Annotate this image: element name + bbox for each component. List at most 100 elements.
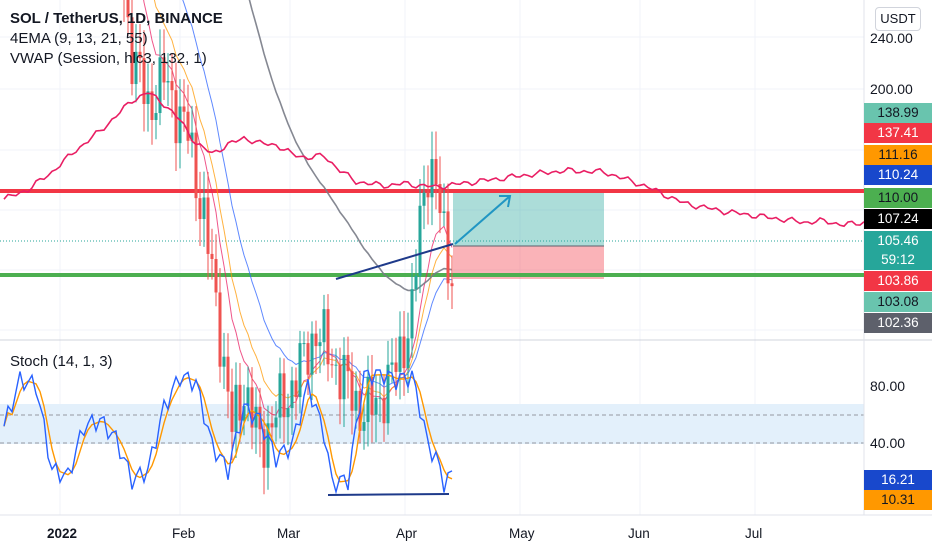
candle-body-107 <box>430 159 434 198</box>
ema-13-line <box>153 0 453 399</box>
stoch-tick-40: 40.00 <box>870 435 906 451</box>
candle-30 <box>123 0 125 23</box>
candle-body-84 <box>338 364 342 400</box>
candle-82 <box>330 348 334 378</box>
candle-109 <box>438 156 442 234</box>
candle-body-63 <box>254 406 258 428</box>
candle-body-96 <box>386 364 390 424</box>
candle-106 <box>426 165 430 225</box>
candle-body-91 <box>366 376 370 423</box>
candle-35 <box>142 30 146 132</box>
candle-body-70 <box>282 373 286 418</box>
candle-52 <box>210 228 214 280</box>
price-tick-200: 200.00 <box>870 81 913 97</box>
candle-92 <box>370 355 374 443</box>
price-tag-9: 103.08 <box>864 292 932 312</box>
candle-body-36 <box>146 91 150 104</box>
candle-77 <box>310 321 314 401</box>
candle-body-34 <box>138 51 142 59</box>
candle-body-78 <box>314 333 318 347</box>
candle-69 <box>278 357 282 439</box>
candle-37 <box>150 63 154 145</box>
candle-34 <box>138 24 142 83</box>
candle-body-103 <box>414 275 418 290</box>
candle-46 <box>186 84 190 154</box>
candle-body-38 <box>154 113 158 120</box>
candle-41 <box>166 53 170 107</box>
candle-105 <box>422 165 426 230</box>
price-tag-1: 137.41 <box>864 123 932 143</box>
target-arrow[interactable] <box>454 195 511 245</box>
candle-83 <box>334 348 338 385</box>
candle-44 <box>178 79 182 169</box>
candle-body-80 <box>322 309 326 343</box>
candle-body-95 <box>382 397 386 424</box>
candle-body-106 <box>426 192 430 198</box>
candle-57 <box>230 368 234 460</box>
candle-99 <box>398 311 402 400</box>
candle-79 <box>318 328 322 374</box>
candle-body-77 <box>310 333 314 375</box>
compare-series-line[interactable] <box>3 92 865 228</box>
candle-body-66 <box>266 423 270 468</box>
candle-33 <box>134 24 138 103</box>
stoch-tag-0: 16.21 <box>864 470 932 490</box>
candle-body-35 <box>142 58 146 104</box>
price-tag-0: 138.99 <box>864 103 932 123</box>
candle-body-54 <box>218 292 222 367</box>
candle-85 <box>342 337 346 428</box>
candle-66 <box>266 405 270 490</box>
candle-body-99 <box>398 336 402 372</box>
candle-110 <box>442 183 446 227</box>
stoch-band <box>0 404 864 444</box>
candle-body-57 <box>230 391 234 432</box>
currency-button[interactable]: USDT <box>875 7 921 31</box>
candle-body-67 <box>270 423 274 428</box>
candle-88 <box>354 371 358 429</box>
candle-body-100 <box>402 336 406 369</box>
chart-legend: SOL / TetherUS, 1D, BINANCE 4EMA (9, 13,… <box>10 9 223 69</box>
ema-legend[interactable]: 4EMA (9, 13, 21, 55) <box>10 30 148 47</box>
candle-body-39 <box>158 57 162 114</box>
candle-body-51 <box>206 197 210 254</box>
price-trend-line[interactable] <box>335 243 454 280</box>
time-label-mar: Mar <box>277 526 301 541</box>
price-tag-5: 107.24 <box>864 209 932 229</box>
candle-86 <box>346 336 350 399</box>
candle-body-73 <box>294 380 298 398</box>
candle-40 <box>162 29 166 100</box>
candle-body-69 <box>278 373 282 418</box>
candle-42 <box>170 53 174 118</box>
stoch-legend[interactable]: Stoch (14, 1, 3) <box>10 353 113 370</box>
candle-body-50 <box>202 197 206 220</box>
candle-84 <box>338 347 342 425</box>
stoch-trend-line[interactable] <box>327 493 450 496</box>
symbol-title[interactable]: SOL / TetherUS, 1D, BINANCE <box>10 10 223 27</box>
time-label-apr: Apr <box>396 526 418 541</box>
candle-body-102 <box>410 289 414 339</box>
candle-68 <box>274 401 278 442</box>
candle-36 <box>146 63 150 132</box>
ema-9-line <box>143 0 453 416</box>
candle-body-104 <box>418 205 422 276</box>
candle-75 <box>302 331 306 357</box>
candle-body-83 <box>334 364 338 366</box>
candle-body-85 <box>342 354 346 400</box>
candle-31 <box>126 0 130 36</box>
candle-55 <box>222 332 226 390</box>
candle-body-62 <box>250 387 254 428</box>
candle-body-72 <box>290 380 294 409</box>
vwap-legend[interactable]: VWAP (Session, hlc3, 132, 1) <box>10 50 207 67</box>
candle-body-31 <box>126 0 130 18</box>
long-position-profit-zone[interactable] <box>453 191 604 246</box>
candle-body-110 <box>442 211 446 213</box>
candle-94 <box>378 374 382 423</box>
candle-71 <box>286 393 290 446</box>
candle-body-41 <box>166 81 170 83</box>
candle-body-53 <box>214 258 218 293</box>
candle-63 <box>254 387 258 454</box>
candle-32 <box>130 0 134 96</box>
candle-body-88 <box>354 390 358 411</box>
candle-body-101 <box>406 338 410 369</box>
